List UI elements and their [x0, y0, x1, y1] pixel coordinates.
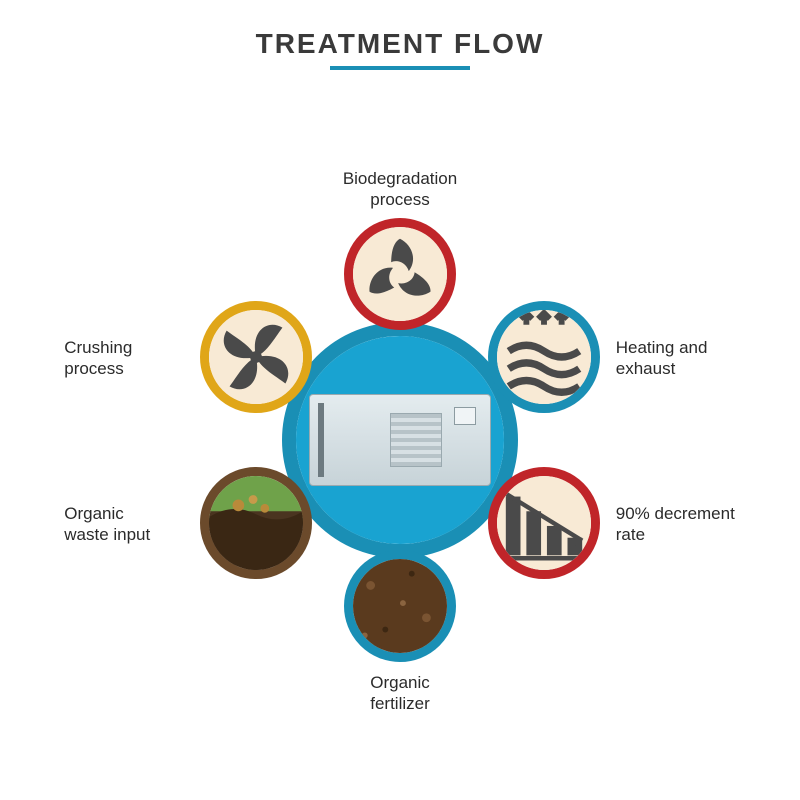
dirt-icon	[209, 476, 303, 570]
label-crushing: Crushing process	[64, 337, 184, 380]
title-underline	[330, 66, 470, 70]
recycle-icon	[353, 227, 447, 321]
node-heating	[488, 301, 600, 413]
center-machine	[296, 336, 504, 544]
label-heating: Heating and exhaust	[616, 337, 708, 380]
heat-icon	[497, 310, 591, 404]
label-fertilizer: Organic fertilizer	[325, 672, 475, 715]
page-title: TREATMENT FLOW	[0, 28, 800, 60]
label-biodegradation: Biodegradation process	[325, 168, 475, 211]
fan-icon	[209, 310, 303, 404]
machine-icon	[309, 394, 491, 486]
label-waste: Organic waste input	[64, 503, 184, 546]
node-biodegradation	[344, 218, 456, 330]
node-waste	[200, 467, 312, 579]
node-decrement	[488, 467, 600, 579]
label-decrement: 90% decrement rate	[616, 503, 735, 546]
soil-icon	[353, 559, 447, 653]
node-fertilizer	[344, 550, 456, 662]
bars-icon	[497, 476, 591, 570]
node-crushing	[200, 301, 312, 413]
